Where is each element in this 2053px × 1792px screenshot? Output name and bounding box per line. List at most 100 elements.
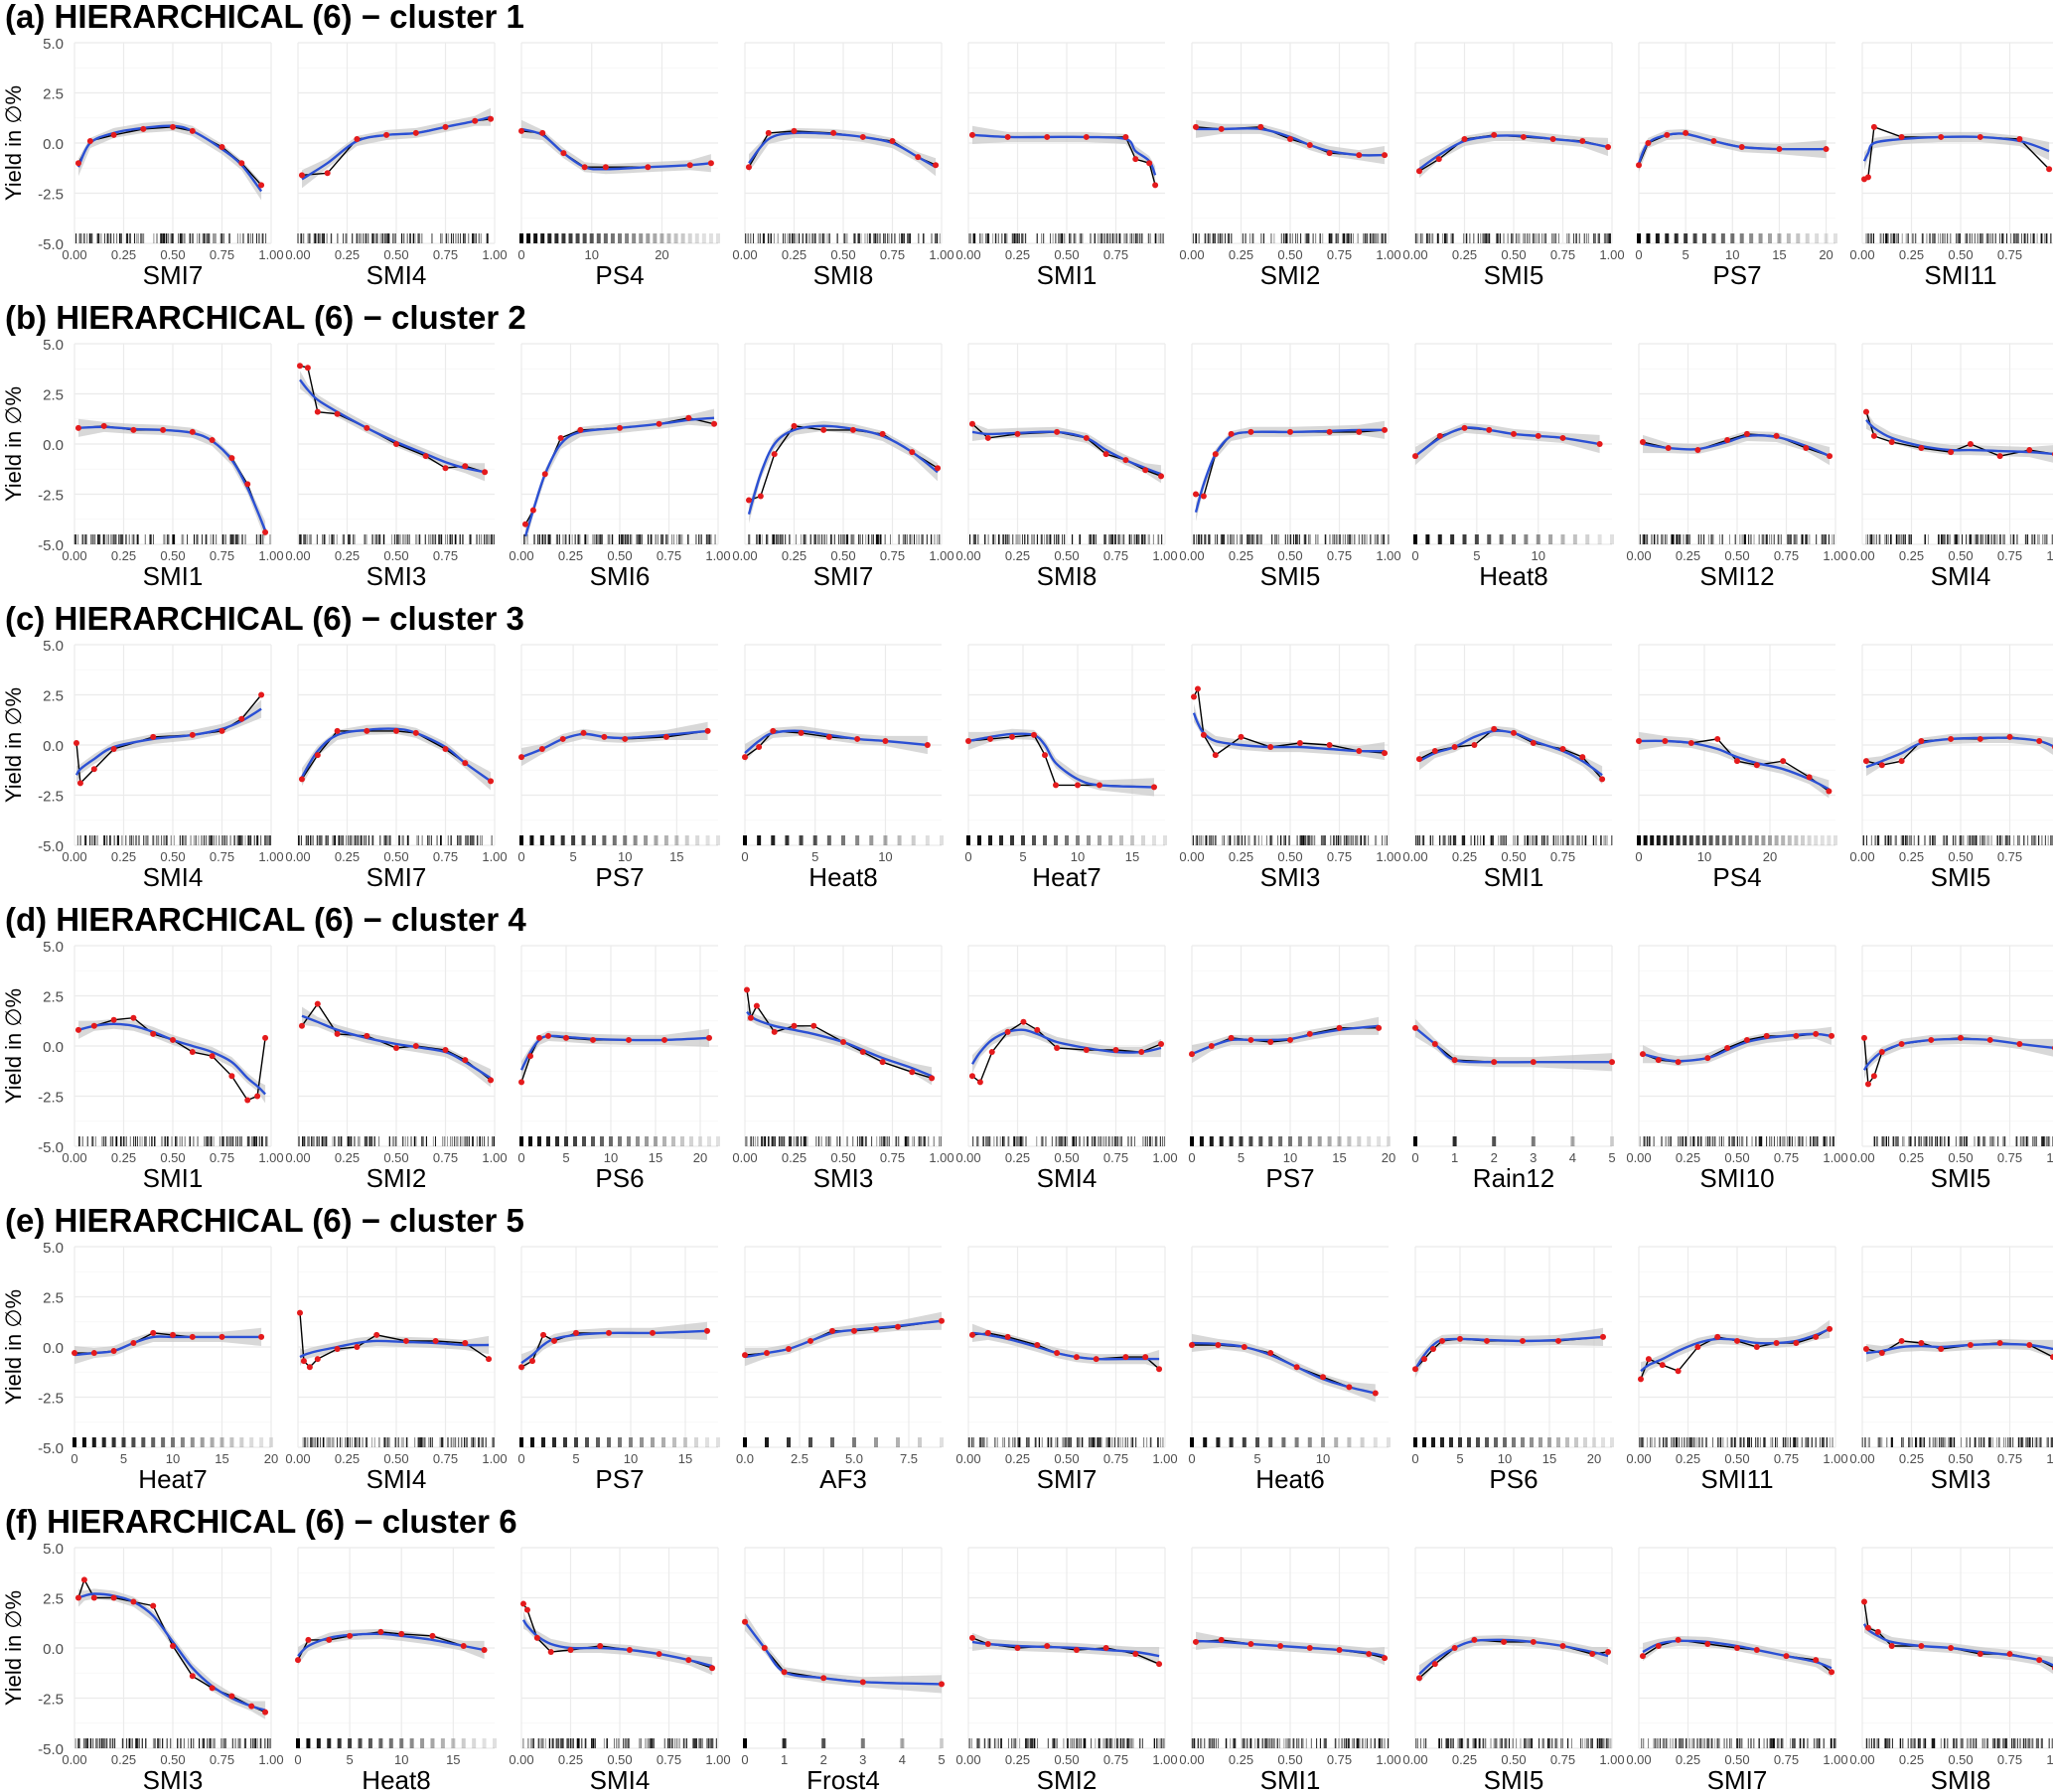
data-point [472,117,479,124]
rug-mark [1377,1136,1382,1146]
data-point [2016,1040,2023,1047]
data-point [1146,160,1153,167]
y-tick-label: 2.5 [43,989,64,1006]
data-point [791,1022,798,1029]
x-tick-label: 10 [1697,849,1711,864]
smooth-line [1862,1037,2053,1071]
x-tick-label: 0.50 [830,247,855,262]
data-point [1296,739,1303,746]
rug-mark [528,1136,532,1146]
data-point [2026,447,2033,454]
data-point [412,729,419,736]
data-point [1412,1366,1418,1373]
rug-mark [81,1437,86,1447]
data-point [1793,1032,1800,1039]
rug-mark [644,835,649,845]
x-tick-label: 0.00 [62,1150,86,1165]
data-point [1491,1059,1498,1066]
x-tick-label: 0.25 [558,548,583,563]
row-title: (c) HIERARCHICAL (6) − cluster 3 [5,600,524,637]
x-tick-label: 15 [1125,849,1139,864]
x-axis-label: SMI4 [1037,1163,1098,1193]
y-tick-label: 5.0 [43,638,64,655]
x-tick-label: 0.25 [1452,247,1477,262]
data-point [1898,133,1905,140]
data-point [1376,1024,1383,1031]
data-point [2006,733,2013,740]
rug-mark [1255,1437,1259,1447]
rug-mark [1574,1437,1578,1447]
x-tick-label: 20 [655,247,668,262]
x-tick-label: 0.50 [383,548,408,563]
data-point [1382,152,1389,159]
rug-mark [940,835,944,845]
rug-mark [874,1437,878,1447]
rug-mark [966,835,970,845]
data-point [304,365,311,372]
rug-mark [1688,835,1693,845]
rug-mark [546,1136,550,1146]
x-tick-label: 20 [1587,1451,1601,1466]
data-point [1083,1047,1090,1054]
data-point [1326,150,1333,157]
data-point [1356,748,1363,755]
rug-mark [1239,1136,1244,1146]
data-point [551,1337,557,1344]
rug-mark [1656,835,1661,845]
data-point [488,1077,495,1084]
data-point [935,465,942,472]
x-tick-label: 10 [878,849,892,864]
x-tick-label: 0.50 [1724,548,1749,563]
x-tick-label: 5.0 [845,1451,863,1466]
data-point [442,746,449,753]
data-point [110,746,117,753]
rug-mark [708,233,713,243]
x-tick-label: 0.25 [1676,548,1700,563]
rug-mark [1761,835,1766,845]
rug-mark [1462,534,1467,544]
data-point [1549,135,1556,142]
x-tick-label: 0.50 [1054,247,1079,262]
x-tick-label: 10 [584,247,598,262]
x-tick-label: 0 [741,849,748,864]
data-point [393,727,399,734]
data-point [590,1036,596,1043]
x-tick-label: 15 [1542,1451,1556,1466]
data-point [1122,1354,1129,1361]
panel: 0.00 0.25 0.50 0.75 1.00 SMI6 [509,343,731,591]
x-tick-label: 0.75 [1550,247,1575,262]
rug-mark [220,1437,224,1447]
rug-mark [707,1136,711,1146]
data-point [314,1000,321,1007]
data-point [1683,129,1689,136]
rug-mark [573,1136,577,1146]
rug-mark [269,1437,273,1447]
data-point [130,426,137,433]
x-tick-label: 1 [1451,1150,1458,1165]
x-tick-label: 0.25 [1676,1451,1700,1466]
x-tick-label: 7.5 [900,1451,918,1466]
confidence-band [1864,1033,2053,1080]
confidence-band [1866,410,2053,463]
x-tick-label: 0.00 [1626,548,1651,563]
panel: 0.00 0.25 0.50 0.75 SMI1 [955,42,1165,290]
data-point [422,453,429,460]
data-point [1714,1333,1721,1340]
data-point [1637,1376,1644,1383]
rug-mark [1556,1437,1560,1447]
y-axis-label: Yield in ∅% [1,988,26,1104]
x-tick-label: 0.00 [732,1150,757,1165]
data-point [825,733,832,740]
rug-mark [1695,835,1700,845]
x-tick-label: 0.25 [111,247,136,262]
x-tick-label: 1.00 [258,1150,283,1165]
rug-mark [563,1437,567,1447]
data-point [1267,1350,1274,1357]
data-point [1665,445,1672,452]
rug-mark [519,835,523,845]
data-point [334,1346,341,1353]
data-point [1864,174,1871,181]
data-point [626,1036,632,1043]
data-point [1864,1081,1871,1088]
rug-mark [1754,835,1759,845]
